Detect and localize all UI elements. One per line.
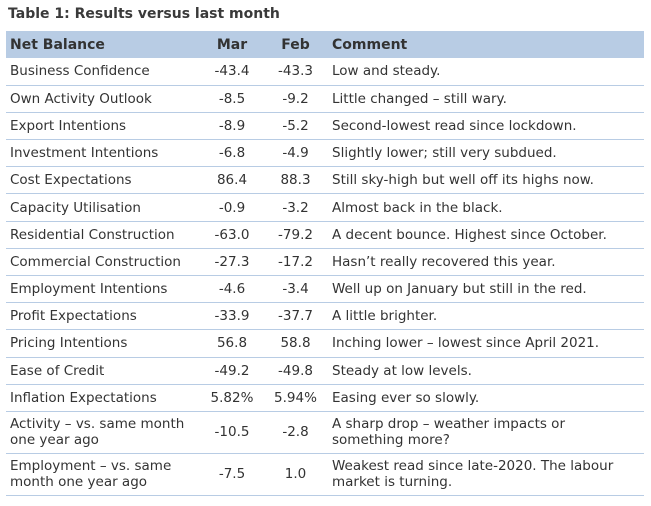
table-row: Employment – vs. same month one year ago… [6, 453, 644, 496]
row-label: Ease of Credit [10, 362, 105, 379]
row-feb-value: -79.2 [278, 226, 313, 243]
row-mar-value: -10.5 [214, 424, 250, 441]
row-comment: A little brighter. [332, 308, 438, 325]
row-comment: Second-lowest read since lockdown. [332, 117, 577, 134]
row-feb-value: -5.2 [282, 117, 309, 134]
table-row: Own Activity Outlook -8.5 -9.2 Little chang… [6, 85, 644, 113]
row-feb-value: -3.2 [282, 199, 309, 216]
row-mar-value: 56.8 [216, 335, 248, 352]
row-label: Pricing Intentions [10, 335, 128, 352]
row-mar-value: -27.3 [214, 253, 250, 270]
table-row: Ease of Credit -49.2 -49.8 Steady at low le… [6, 357, 644, 385]
header-feb: Feb [281, 36, 310, 53]
row-label: Export Intentions [10, 117, 127, 134]
table-row: Business Confidence -43.4 -43.3 Low and ste… [6, 58, 644, 86]
table-row: Pricing Intentions 56.8 58.8 Inching lower … [6, 330, 644, 358]
row-label: Cost Expectations [10, 172, 132, 189]
row-comment: Steady at low levels. [332, 362, 472, 379]
row-feb-value: -49.8 [278, 362, 313, 379]
table-row: Residential Construction -63.0 -79.2 A dece… [6, 221, 644, 249]
row-comment: Almost back in the black. [332, 199, 503, 216]
row-label: Employment Intentions [10, 281, 168, 298]
row-mar-value: -7.5 [218, 466, 246, 483]
table-row: Capacity Utilisation -0.9 -3.2 Almost back … [6, 194, 644, 222]
row-label: Own Activity Outlook [10, 90, 152, 107]
row-feb-value: 1.0 [284, 466, 307, 483]
row-mar-value: -63.0 [214, 226, 250, 243]
header-net-balance: Net Balance [10, 36, 105, 53]
table-row: Cost Expectations 86.4 88.3 Still sky-high … [6, 167, 644, 194]
row-feb-value: -9.2 [282, 90, 309, 107]
row-feb-value: -43.3 [278, 63, 313, 80]
row-comment: Slightly lower; still very subdued. [332, 145, 557, 162]
row-comment: Easing ever so slowly. [332, 389, 480, 406]
row-feb-value: 58.8 [280, 335, 311, 352]
results-table: Net Balance Mar Feb Comment Business Con… [6, 31, 644, 496]
row-comment: Well up on January but still in the red. [332, 281, 587, 298]
row-label: Employment – vs. same month one year ago [10, 458, 172, 491]
row-label: Profit Expectations [10, 308, 137, 325]
table-row: Inflation Expectations 5.82% 5.94% Easing e… [6, 384, 644, 412]
row-feb-value: -37.7 [278, 308, 313, 325]
table-row: Activity – vs. same month one year ago -1… [6, 411, 644, 454]
row-comment: Low and steady. [332, 63, 441, 80]
table-row: Investment Intentions -6.8 -4.9 Slightly lo… [6, 140, 644, 167]
row-feb-value: -3.4 [282, 281, 309, 298]
row-comment: Little changed – still wary. [332, 90, 507, 107]
row-label: Residential Construction [10, 226, 175, 243]
table-row: Employment Intentions -4.6 -3.4 Well up on … [6, 276, 644, 303]
table-row: Export Intentions -8.9 -5.2 Second-lowest r… [6, 112, 644, 140]
row-mar-value: -49.2 [214, 362, 250, 379]
row-mar-value: -8.9 [218, 117, 246, 134]
row-mar-value: -43.4 [214, 63, 250, 80]
row-comment: Inching lower – lowest since April 2021. [332, 335, 600, 352]
row-mar-value: -8.5 [218, 90, 246, 107]
table-row: Profit Expectations -33.9 -37.7 A little br… [6, 303, 644, 330]
row-label: Investment Intentions [10, 145, 159, 162]
row-feb-value: -17.2 [278, 253, 313, 270]
row-mar-value: -33.9 [214, 308, 250, 325]
row-label: Commercial Construction [10, 253, 181, 270]
row-label: Activity – vs. same month one year ago [10, 416, 185, 449]
header-comment: Comment [332, 36, 408, 53]
row-mar-value: 5.82% [210, 389, 254, 406]
row-comment: A decent bounce. Highest since October. [332, 226, 607, 243]
table-title: Table 1: Results versus last month [8, 6, 280, 22]
row-comment: Still sky-high but well off its highs no… [332, 172, 594, 189]
table-row: Commercial Construction -27.3 -17.2 Hasn’t … [6, 248, 644, 276]
row-comment: A sharp drop – weather impacts or someth… [332, 416, 565, 449]
row-feb-value: -4.9 [282, 145, 309, 162]
row-mar-value: -6.8 [218, 145, 246, 162]
header-mar: Mar [216, 36, 248, 53]
row-feb-value: 5.94% [274, 389, 317, 406]
table-header-row: Net Balance Mar Feb Comment [6, 31, 644, 58]
row-comment: Hasn’t really recovered this year. [332, 253, 556, 270]
row-mar-value: -0.9 [218, 199, 246, 216]
row-comment: Weakest read since late-2020. The labour… [332, 458, 614, 491]
row-label: Capacity Utilisation [10, 199, 141, 216]
row-label: Inflation Expectations [10, 389, 157, 406]
row-feb-value: 88.3 [280, 172, 311, 189]
row-mar-value: 86.4 [216, 172, 248, 189]
row-label: Business Confidence [10, 63, 150, 80]
row-mar-value: -4.6 [218, 281, 246, 298]
row-feb-value: -2.8 [282, 424, 309, 441]
